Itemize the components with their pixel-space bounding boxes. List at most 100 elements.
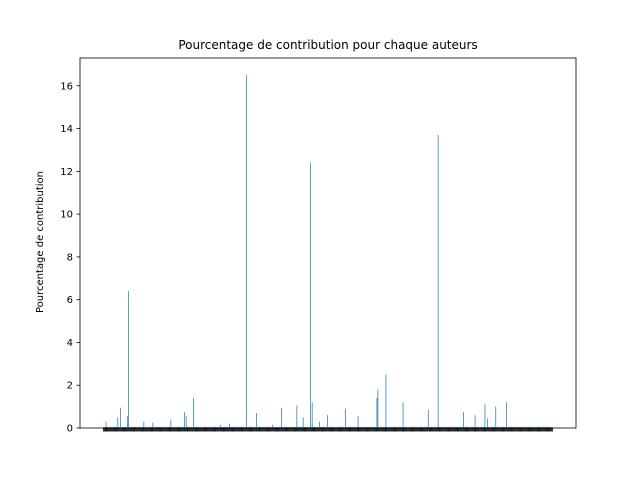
bar (231, 426, 233, 428)
bar (504, 426, 506, 428)
bar (298, 426, 300, 428)
bar (105, 421, 107, 428)
y-tick-label: 16 (60, 81, 73, 92)
bar (310, 426, 312, 428)
bar (244, 426, 246, 428)
bar (540, 426, 542, 428)
bar (201, 426, 202, 428)
bar (432, 426, 434, 428)
bar (143, 421, 145, 428)
bar (332, 426, 334, 428)
bar (453, 426, 454, 428)
bar (487, 418, 489, 428)
bar (264, 426, 265, 428)
bar (136, 426, 138, 428)
bar (160, 426, 162, 428)
bar (282, 426, 283, 428)
bar (233, 426, 235, 428)
bar (155, 426, 156, 428)
bar (433, 426, 435, 428)
bar (255, 426, 256, 428)
bar (363, 426, 364, 428)
bar (345, 408, 346, 428)
bar (228, 426, 229, 428)
bar (512, 426, 514, 428)
bar (538, 426, 540, 428)
bar (449, 426, 451, 428)
bar (427, 426, 428, 428)
bar (221, 426, 223, 428)
bar (148, 426, 150, 428)
bar (416, 426, 417, 428)
bar (478, 426, 480, 428)
bar (200, 426, 201, 428)
bar (256, 426, 258, 428)
bar (445, 426, 447, 428)
bar (541, 426, 543, 428)
bar (328, 426, 330, 428)
bar (310, 162, 311, 429)
bar (338, 426, 340, 428)
bar (532, 426, 534, 428)
bar (511, 426, 513, 428)
bar (306, 426, 308, 428)
bar (472, 426, 474, 428)
bar (319, 421, 320, 428)
bar (473, 426, 475, 428)
bar (537, 426, 539, 428)
bar (509, 426, 511, 428)
bar (141, 426, 143, 428)
bar (360, 426, 362, 428)
bar (165, 426, 166, 428)
bar (467, 426, 469, 428)
bar (241, 426, 243, 428)
bar (224, 426, 226, 428)
bar (301, 426, 302, 428)
bar (297, 426, 299, 428)
bar (237, 426, 238, 428)
bar (413, 426, 415, 428)
bar (542, 426, 543, 428)
bar (293, 426, 295, 428)
bar (425, 426, 426, 428)
bar (447, 426, 449, 428)
bar (518, 426, 520, 428)
bar (127, 416, 129, 428)
bar (513, 426, 515, 428)
bar (488, 426, 489, 428)
bar (463, 426, 465, 428)
bar (253, 426, 255, 428)
bar (292, 426, 294, 428)
bar (356, 426, 358, 428)
bar (472, 426, 473, 428)
bar (369, 426, 371, 428)
bar (495, 406, 497, 428)
bar (175, 426, 177, 428)
bar (283, 426, 284, 428)
bar (134, 426, 136, 428)
bar (355, 426, 357, 428)
bar (238, 426, 239, 428)
bar (342, 426, 344, 428)
bar (475, 426, 477, 428)
bar (421, 426, 423, 428)
bar (329, 426, 331, 428)
bar (103, 426, 104, 428)
bar (278, 426, 280, 428)
bar (202, 426, 204, 428)
bar (435, 426, 436, 428)
bar (132, 426, 134, 428)
bar (320, 426, 322, 428)
bar (426, 426, 427, 428)
bar (166, 426, 168, 428)
bar (192, 426, 193, 428)
bar (508, 426, 509, 428)
bar (544, 426, 545, 428)
bar (123, 426, 125, 428)
bar (417, 426, 418, 428)
bar (353, 426, 354, 428)
bar (139, 426, 141, 428)
bar (186, 426, 188, 428)
